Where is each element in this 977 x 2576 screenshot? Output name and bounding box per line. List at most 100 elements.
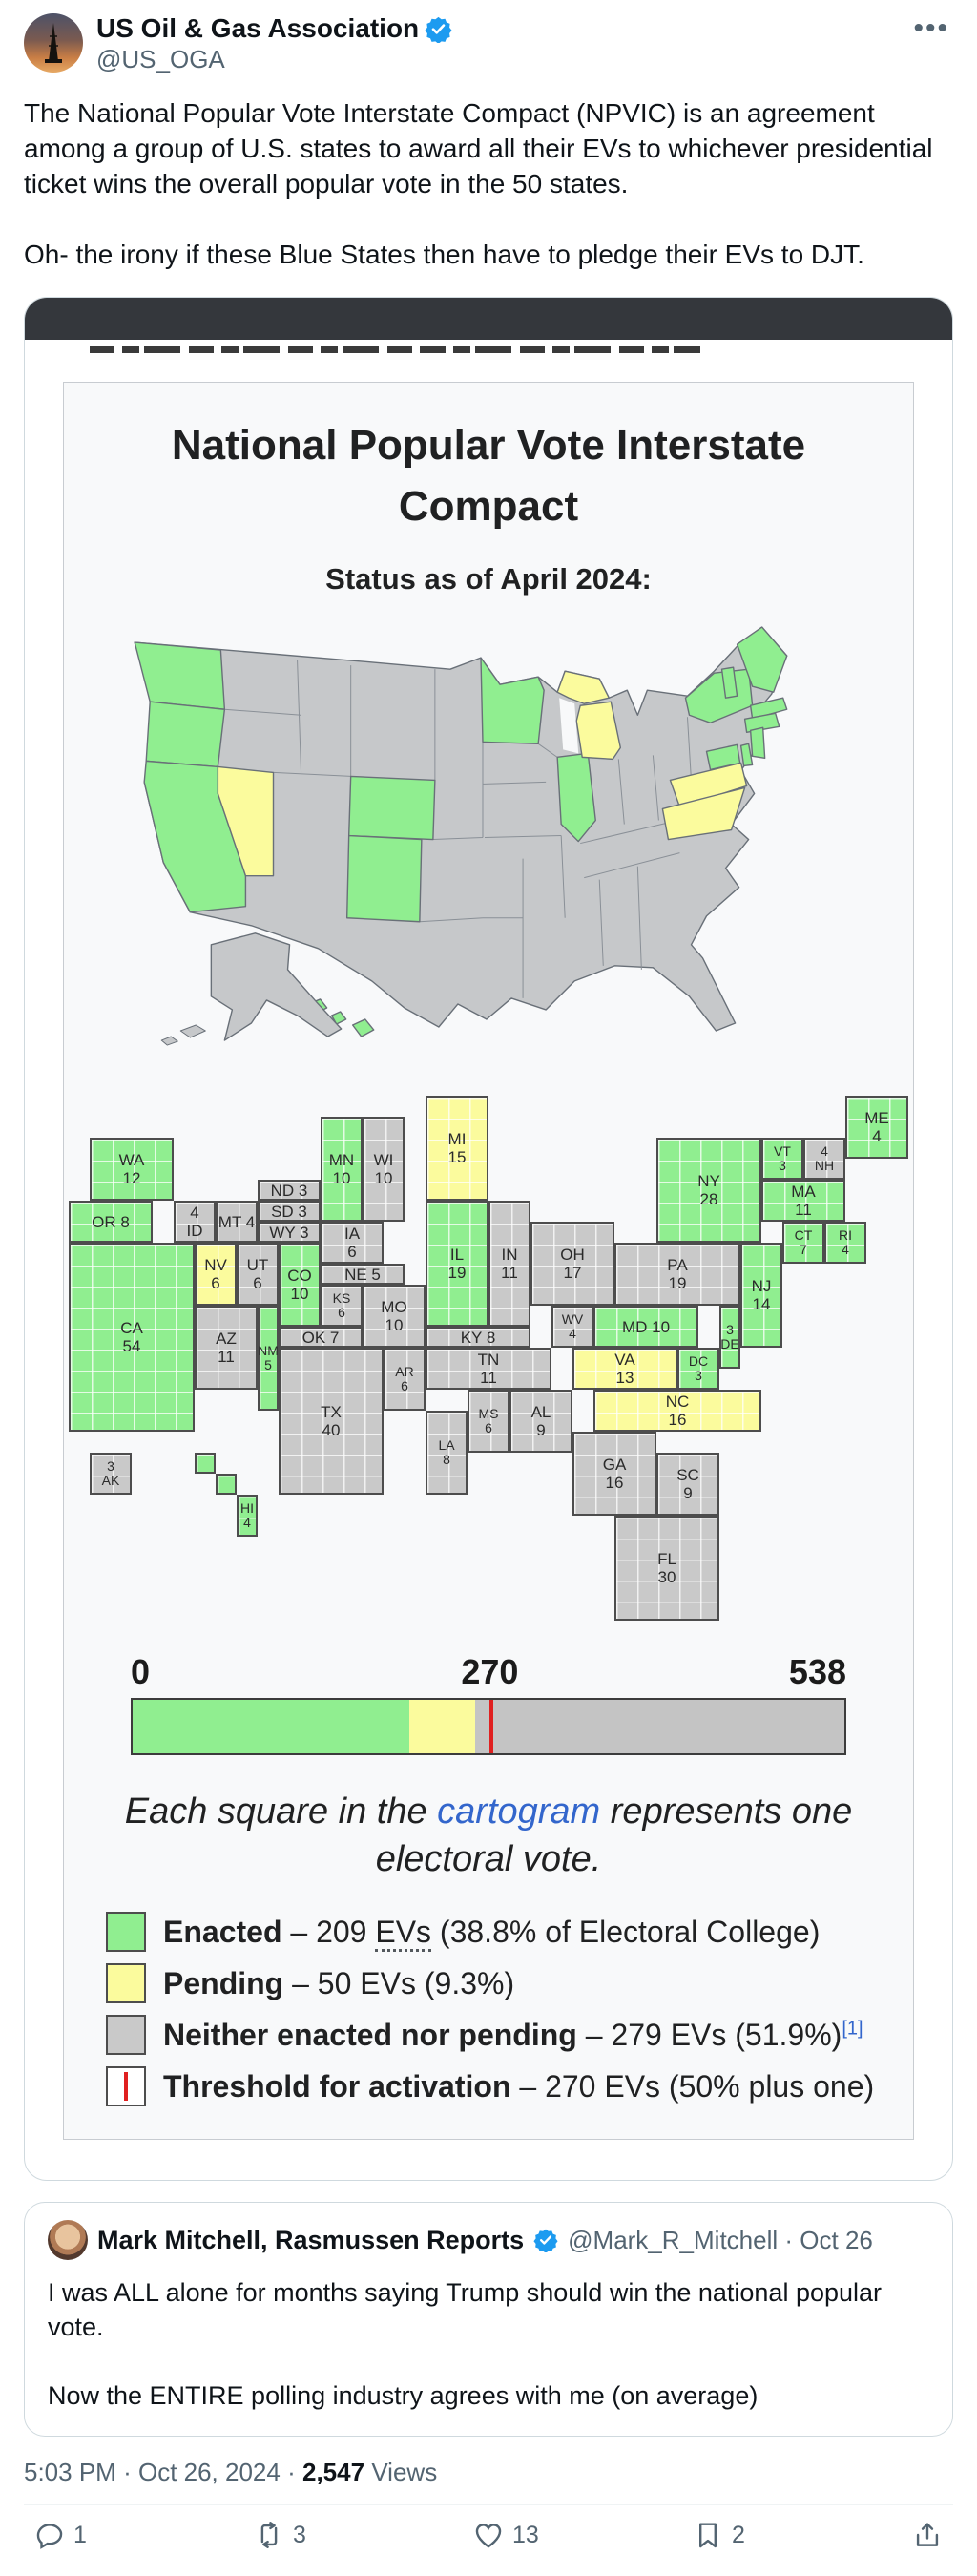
carto-state-ID: 4 ID (174, 1201, 216, 1244)
action-bar: 1 3 13 2 (24, 2505, 953, 2566)
clipped-text-strip (90, 343, 700, 357)
tweet-meta: 5:03 PM · Oct 26, 2024 · 2,547 Views (24, 2458, 438, 2487)
bar-enacted-segment (133, 1700, 409, 1754)
views-label: Views (371, 2458, 438, 2487)
share-icon (916, 2523, 939, 2546)
carto-state-DC: DC 3 (677, 1348, 719, 1391)
us-status-map (68, 602, 909, 1071)
legend-swatch-neither (106, 2015, 146, 2056)
bookmark-button[interactable]: 2 (692, 2519, 911, 2551)
carto-state-HI: HI 4 (237, 1495, 258, 1538)
quoted-date: Oct 26 (800, 2225, 873, 2254)
carto-state-CA: CA 54 (69, 1243, 195, 1433)
reply-button[interactable]: 1 (33, 2519, 253, 2551)
author-block: US Oil & Gas Association @US_OGA (96, 13, 909, 74)
ev-scale: 0 270 538 (131, 1652, 846, 1756)
carto-state-WA: WA 12 (90, 1138, 174, 1202)
repost-button[interactable]: 3 (253, 2519, 472, 2551)
carto-state-TX: TX 40 (279, 1348, 384, 1496)
avatar[interactable] (24, 13, 83, 73)
tweet-paragraph-1: The National Popular Vote Interstate Com… (24, 98, 933, 199)
carto-state-IN: IN 11 (488, 1201, 530, 1328)
infographic-title: National Popular Vote Interstate Compact (171, 422, 806, 530)
carto-state-OK: OK 7 (279, 1327, 363, 1349)
reply-count: 1 (73, 2521, 87, 2548)
carto-state-MN: MN 10 (321, 1117, 363, 1223)
quoted-text: I was ALL alone for months saying Trump … (48, 2275, 929, 2413)
carto-state-NV: NV 6 (195, 1243, 237, 1307)
carto-state-SC: SC 9 (656, 1453, 719, 1517)
tweet-text: The National Popular Vote Interstate Com… (24, 95, 953, 272)
quoted-author-handle: @Mark_R_Mitchell · Oct 26 (568, 2225, 873, 2254)
reply-icon (36, 2524, 63, 2549)
views-count: 2,547 (302, 2458, 365, 2487)
carto-state-NY: NY 28 (656, 1138, 761, 1244)
quoted-tweet[interactable]: Mark Mitchell, Rasmussen Reports @Mark_R… (24, 2202, 953, 2438)
legend-label: Enacted – 209 EVs (38.8% of Electoral Co… (163, 1914, 820, 1952)
carto-state-RI: RI 4 (824, 1222, 866, 1265)
carto-state-PA: PA 19 (614, 1243, 740, 1307)
legend-row-1: Enacted – 209 EVs (38.8% of Electoral Co… (106, 1912, 913, 1953)
more-icon[interactable]: ••• (913, 12, 949, 44)
carto-state-NC: NC 16 (593, 1390, 761, 1433)
carto-state-KY: KY 8 (426, 1327, 530, 1349)
us-map-svg (134, 626, 788, 1046)
legend-label: Threshold for activation – 270 EVs (50% … (163, 2068, 875, 2104)
bookmark-count: 2 (732, 2521, 745, 2548)
carto-state-WI: WI 10 (363, 1117, 405, 1223)
carto-state-KS: KS 6 (321, 1285, 363, 1328)
carto-state-CT: CT 7 (782, 1222, 824, 1265)
carto-state-MT: MT 4 (216, 1201, 258, 1244)
tweet-paragraph-2: Oh- the irony if these Blue States then … (24, 240, 864, 269)
carto-state-GA: GA 16 (572, 1432, 656, 1517)
carto-state-ME: ME 4 (845, 1096, 908, 1160)
carto-state-WV: WV 4 (551, 1306, 593, 1349)
carto-state-MA: MA 11 (761, 1180, 845, 1223)
ev-progress-bar (131, 1698, 846, 1756)
carto-state-FL: FL 30 (614, 1516, 719, 1622)
infographic-subtitle: Status as of April 2024: (325, 562, 652, 596)
carto-state-AL: AL 9 (509, 1390, 572, 1454)
carto-state-VA: VA 13 (572, 1348, 677, 1391)
quoted-avatar[interactable] (48, 2220, 88, 2261)
carto-state-IA: IA 6 (321, 1222, 384, 1265)
bar-neither-segment (475, 1700, 844, 1754)
legend: Enacted – 209 EVs (38.8% of Electoral Co… (106, 1912, 913, 2107)
carto-state-MS: MS 6 (468, 1390, 509, 1454)
legend-label: Neither enacted nor pending – 279 EVs (5… (163, 2017, 863, 2052)
carto-state-NM: NM 5 (258, 1306, 279, 1412)
carto-state-NE: NE 5 (321, 1264, 405, 1286)
electoral-vote-cartogram: WA 12 OR 8 CA 54 4 ID MT 4 ND 3 SD 3 WY 3 NV 6 UT 6 CO 1… (69, 1075, 908, 1623)
author-name[interactable]: US Oil & Gas Association (96, 13, 420, 43)
carto-state-SD: SD 3 (258, 1201, 321, 1223)
author-handle[interactable]: @US_OGA (96, 45, 225, 73)
legend-swatch-pending (106, 1963, 146, 2004)
carto-state-ND: ND 3 (258, 1180, 321, 1202)
carto-state-DE: 3 DE (719, 1306, 740, 1370)
carto-state-IL: IL 19 (426, 1201, 488, 1328)
quoted-header: Mark Mitchell, Rasmussen Reports @Mark_R… (48, 2220, 929, 2261)
quoted-paragraph-1: I was ALL alone for months saying Trump … (48, 2278, 883, 2342)
carto-state-NJ: NJ 14 (740, 1243, 782, 1349)
carto-state-MD: MD 10 (593, 1306, 698, 1349)
cartogram-link[interactable]: cartogram (437, 1791, 601, 1833)
media-top-bar (25, 298, 952, 340)
date: Oct 26, 2024 (137, 2458, 281, 2487)
scale-label-270: 270 (461, 1652, 519, 1692)
share-button[interactable] (911, 2519, 944, 2551)
carto-state-AZ: AZ 11 (195, 1306, 258, 1391)
bar-pending-segment (408, 1700, 476, 1754)
scale-label-0: 0 (131, 1652, 151, 1692)
infographic-panel: National Popular Vote Interstate Compact… (63, 382, 914, 2141)
carto-extra-square (216, 1474, 237, 1496)
carto-state-MI: MI 15 (426, 1096, 488, 1202)
carto-state-LA: LA 8 (426, 1411, 468, 1496)
quoted-author-name[interactable]: Mark Mitchell, Rasmussen Reports (97, 2225, 525, 2254)
carto-state-WY: WY 3 (258, 1222, 321, 1244)
media-card[interactable]: National Popular Vote Interstate Compact… (24, 297, 953, 2182)
reference-link[interactable]: [1] (842, 2017, 863, 2039)
cartogram-caption: Each square in the cartogram represents … (124, 1791, 853, 1880)
legend-swatch-threshold (106, 2066, 146, 2107)
like-button[interactable]: 13 (472, 2519, 692, 2551)
